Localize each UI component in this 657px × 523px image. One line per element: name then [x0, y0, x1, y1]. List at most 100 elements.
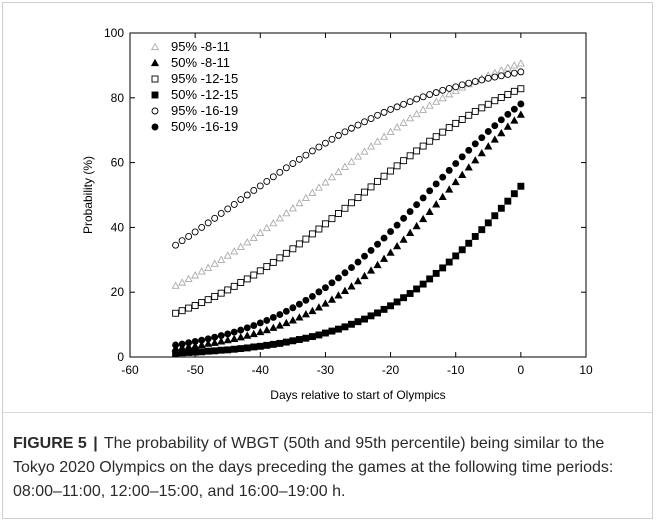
- legend-marker: [150, 42, 160, 51]
- plot-area-frame: [129, 32, 587, 358]
- data-point: [217, 337, 226, 345]
- legend-marker: [151, 91, 159, 99]
- data-point: [517, 85, 525, 93]
- data-point: [276, 311, 284, 319]
- data-point: [178, 307, 186, 315]
- data-point: [288, 316, 297, 324]
- data-point: [465, 239, 473, 247]
- data-point: [497, 66, 506, 74]
- data-point: [328, 327, 336, 335]
- data-point: [327, 295, 337, 303]
- data-point: [282, 307, 290, 315]
- data-point: [445, 84, 453, 92]
- data-point: [198, 223, 206, 231]
- data-point: [321, 220, 329, 228]
- data-point: [289, 304, 297, 312]
- data-point: [308, 230, 316, 238]
- data-point: [321, 139, 329, 147]
- data-point: [425, 207, 434, 215]
- legend-marker: [151, 75, 159, 83]
- caption-separator: |: [93, 435, 98, 452]
- data-point: [321, 178, 330, 186]
- data-point: [335, 325, 342, 333]
- caption-divider: [2, 412, 653, 413]
- data-point: [210, 259, 219, 267]
- data-point: [198, 348, 206, 356]
- data-point: [341, 269, 349, 277]
- data-point: [354, 258, 362, 266]
- x-axis-label: Days relative to start of Olympics: [270, 388, 445, 402]
- data-point: [185, 339, 193, 347]
- data-point: [393, 298, 401, 306]
- data-point: [348, 320, 355, 328]
- data-point: [491, 97, 499, 105]
- data-point: [256, 327, 265, 336]
- data-point: [269, 258, 277, 266]
- legend-label: 95% -12-15: [171, 71, 238, 86]
- data-point: [516, 110, 525, 118]
- data-point: [282, 249, 290, 257]
- data-point: [250, 343, 258, 351]
- data-point: [204, 339, 213, 347]
- data-point: [282, 208, 291, 217]
- legend-label: 95% -16-19: [171, 103, 238, 118]
- data-point: [223, 251, 232, 259]
- data-point: [295, 313, 304, 321]
- x-tick-label: -60: [121, 363, 139, 377]
- data-point: [451, 177, 460, 186]
- data-point: [406, 208, 414, 215]
- data-point: [478, 134, 486, 142]
- data-point: [379, 254, 389, 262]
- data-point: [236, 333, 245, 341]
- data-point: [374, 309, 381, 317]
- data-point: [412, 221, 421, 230]
- data-point: [172, 309, 180, 317]
- data-point: [354, 318, 362, 326]
- data-point: [360, 147, 369, 155]
- data-point: [438, 93, 447, 102]
- data-point: [387, 228, 395, 236]
- data-point: [191, 271, 200, 279]
- data-point: [191, 348, 199, 356]
- data-point: [380, 234, 388, 242]
- data-point: [419, 214, 428, 223]
- data-point: [334, 167, 343, 176]
- data-point: [379, 132, 389, 140]
- data-point: [471, 156, 480, 164]
- data-point: [289, 160, 297, 168]
- data-point: [315, 331, 323, 339]
- legend-label: 50% -16-19: [171, 119, 238, 134]
- data-point: [445, 124, 453, 132]
- data-point: [361, 118, 368, 126]
- data-point: [386, 248, 395, 256]
- caption-text: The probability of WBGT (50th and 95th p…: [13, 435, 614, 500]
- data-point: [295, 336, 303, 343]
- data-point: [426, 91, 434, 99]
- data-point: [308, 333, 316, 341]
- data-point: [393, 241, 402, 250]
- x-tick-label: -50: [186, 363, 204, 377]
- data-point: [237, 196, 245, 203]
- data-point: [374, 240, 381, 248]
- data-point: [367, 183, 375, 191]
- data-point: [341, 204, 349, 212]
- data-point: [302, 235, 310, 243]
- data-point: [341, 323, 349, 331]
- data-point: [301, 310, 310, 318]
- data-point: [178, 340, 186, 348]
- data-point: [406, 228, 415, 236]
- data-point: [314, 303, 323, 311]
- data-point: [347, 282, 356, 290]
- data-point: [295, 240, 303, 248]
- x-tick-label: -40: [252, 363, 270, 377]
- data-point: [172, 241, 180, 249]
- data-point: [497, 94, 505, 101]
- data-point: [387, 167, 395, 175]
- data-point: [484, 142, 493, 150]
- data-point: [263, 341, 271, 349]
- y-axis-label: Probability (%): [81, 156, 95, 234]
- data-point: [458, 170, 467, 179]
- data-point: [211, 333, 219, 341]
- data-point: [191, 341, 200, 350]
